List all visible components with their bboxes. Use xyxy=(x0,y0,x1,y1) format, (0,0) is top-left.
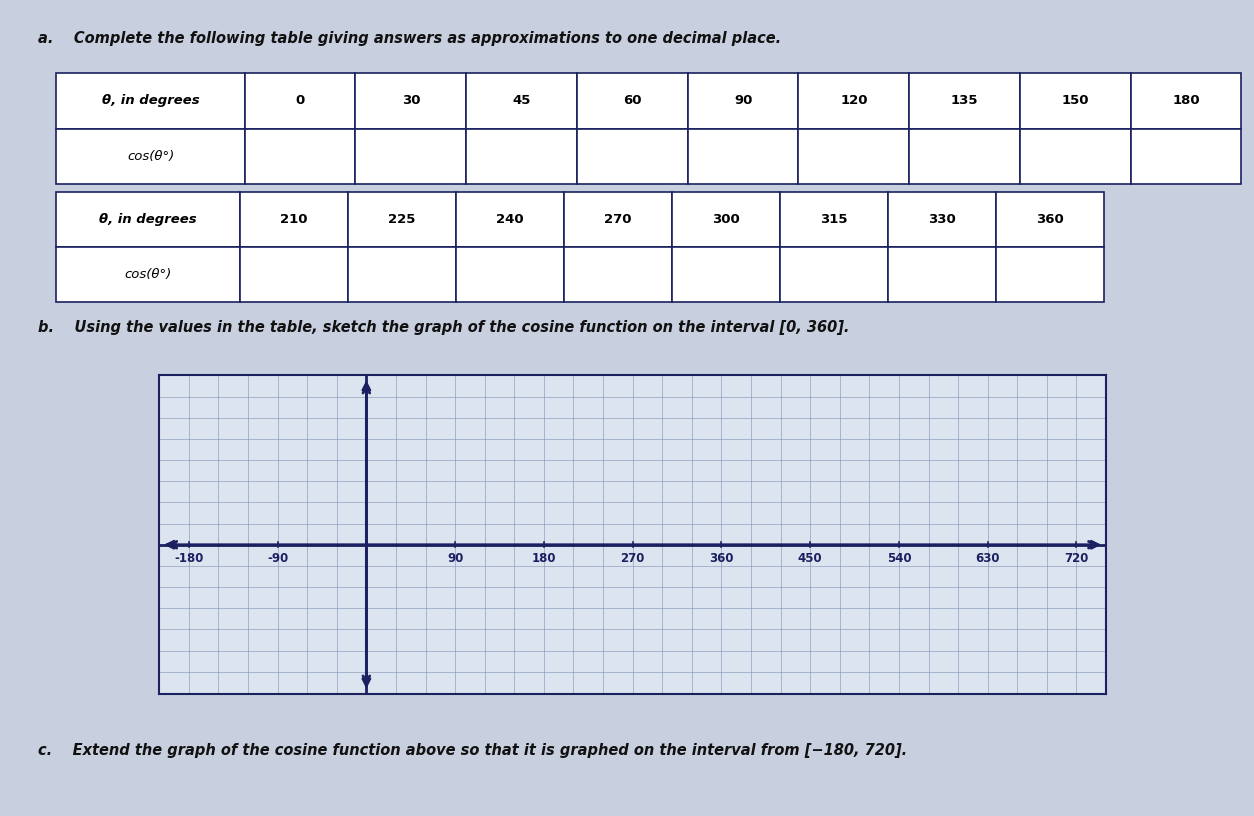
Text: c.    Extend the graph of the cosine function above so that it is graphed on the: c. Extend the graph of the cosine functi… xyxy=(38,743,907,758)
Text: a.    Complete the following table giving answers as approximations to one decim: a. Complete the following table giving a… xyxy=(38,31,781,47)
Text: 360: 360 xyxy=(710,552,734,565)
Text: 540: 540 xyxy=(887,552,912,565)
Text: 450: 450 xyxy=(798,552,823,565)
Text: 180: 180 xyxy=(532,552,556,565)
Text: -90: -90 xyxy=(267,552,288,565)
Text: 720: 720 xyxy=(1065,552,1088,565)
Text: -180: -180 xyxy=(174,552,203,565)
Text: 630: 630 xyxy=(976,552,999,565)
Text: 270: 270 xyxy=(621,552,645,565)
Text: 90: 90 xyxy=(446,552,463,565)
Text: b.    Using the values in the table, sketch the graph of the cosine function on : b. Using the values in the table, sketch… xyxy=(38,320,849,335)
